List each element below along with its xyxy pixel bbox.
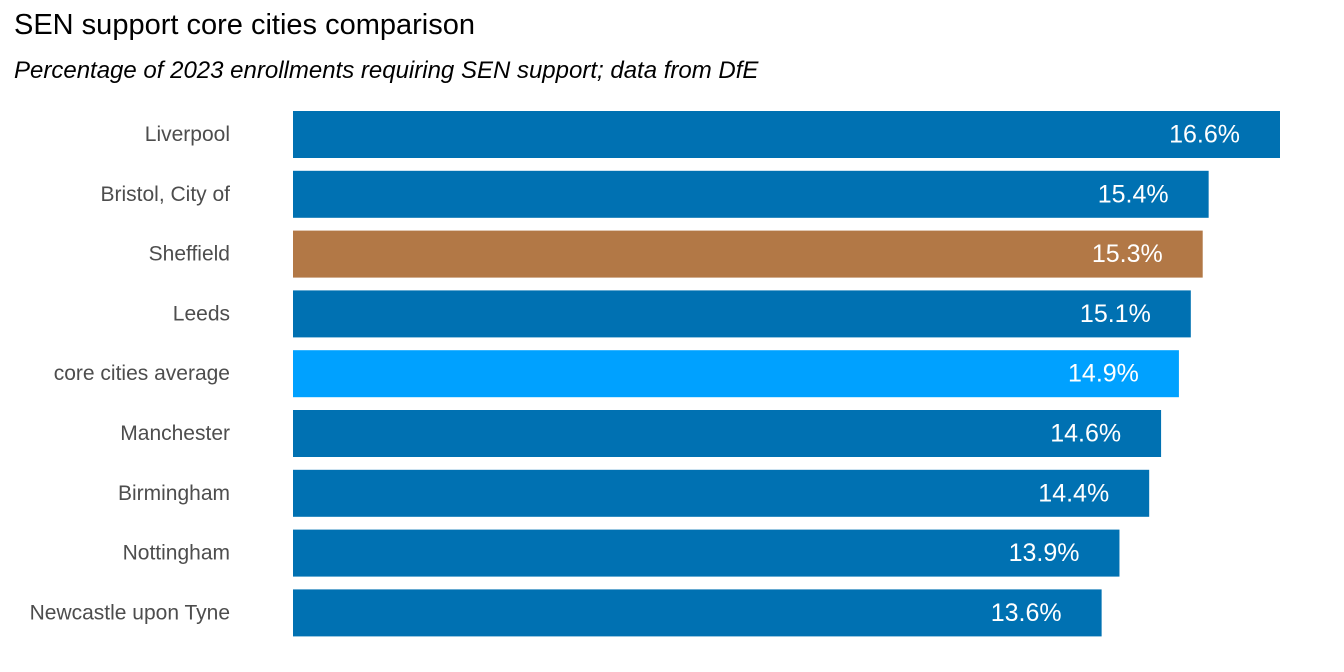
bar-leeds (293, 290, 1191, 338)
bar-core-cities-average (293, 350, 1179, 398)
category-label-liverpool: Liverpool (145, 123, 230, 146)
value-label-nottingham: 13.9% (1009, 539, 1080, 567)
value-label-core-cities-average: 14.9% (1068, 360, 1139, 388)
value-label-leeds: 15.1% (1080, 300, 1151, 328)
bar-manchester (293, 410, 1162, 457)
value-label-newcastle-upon-tyne: 13.6% (991, 599, 1062, 627)
value-label-birmingham: 14.4% (1038, 479, 1109, 507)
value-label-manchester: 14.6% (1050, 420, 1121, 448)
value-label-bristol-city-of: 15.4% (1098, 180, 1169, 208)
chart-title: SEN support core cities comparison (14, 9, 475, 41)
bar-nottingham (293, 529, 1120, 577)
bar-birmingham (293, 469, 1150, 517)
category-label-core-cities-average: core cities average (54, 362, 230, 385)
value-label-sheffield: 15.3% (1092, 240, 1163, 268)
category-label-leeds: Leeds (173, 302, 230, 325)
bar-newcastle-upon-tyne (293, 589, 1102, 637)
category-label-sheffield: Sheffield (149, 243, 230, 266)
bar-liverpool (293, 111, 1280, 158)
bar-sheffield (293, 230, 1203, 278)
category-label-bristol-city-of: Bristol, City of (100, 183, 230, 206)
category-label-nottingham: Nottingham (123, 542, 230, 565)
bar-bristol-city-of (293, 170, 1209, 218)
category-label-newcastle-upon-tyne: Newcastle upon Tyne (30, 601, 230, 624)
chart-subtitle: Percentage of 2023 enrollments requiring… (14, 57, 759, 84)
category-label-manchester: Manchester (120, 422, 230, 445)
value-label-liverpool: 16.6% (1169, 121, 1240, 149)
category-label-birmingham: Birmingham (118, 482, 230, 505)
